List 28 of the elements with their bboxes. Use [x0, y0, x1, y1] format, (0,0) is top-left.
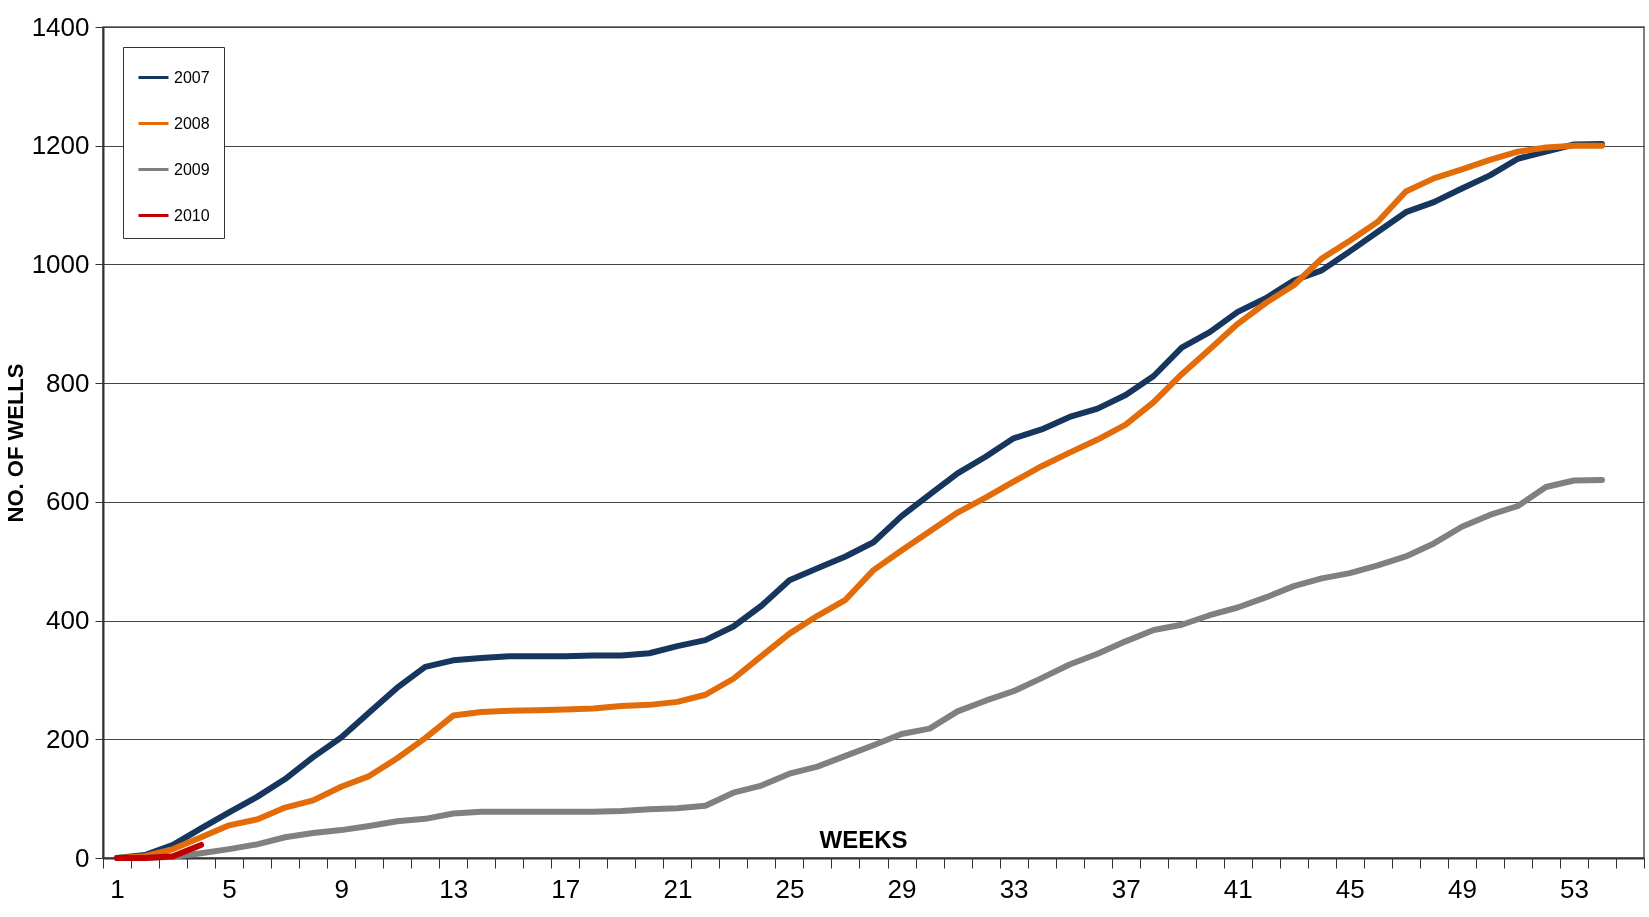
legend-label: 2007: [174, 68, 210, 86]
x-tick-label: 37: [1111, 873, 1141, 904]
legend-label: 2008: [174, 114, 210, 132]
legend-label: 2009: [174, 160, 210, 178]
x-tick-label: 9: [334, 873, 349, 904]
y-axis-title: NO. OF WELLS: [2, 363, 28, 523]
x-tick-label: 25: [775, 873, 805, 904]
y-tick-label: 0: [75, 842, 90, 873]
y-tick-label: 600: [46, 486, 90, 517]
x-tick-label: 21: [663, 873, 693, 904]
y-tick-label: 1200: [31, 130, 90, 161]
y-tick-label: 400: [46, 605, 90, 636]
y-tick-label: 800: [46, 367, 90, 398]
x-tick-label: 17: [551, 873, 581, 904]
x-tick-label: 41: [1223, 873, 1253, 904]
x-tick-label: 13: [439, 873, 469, 904]
legend-label: 2010: [174, 206, 210, 224]
y-tick-label: 1400: [31, 11, 90, 42]
x-tick-label: 45: [1335, 873, 1365, 904]
x-tick-label: 33: [999, 873, 1029, 904]
x-tick-label: 1: [110, 873, 125, 904]
x-tick-label: 5: [222, 873, 237, 904]
x-tick-label: 53: [1559, 873, 1589, 904]
y-tick-label: 200: [46, 723, 90, 754]
x-axis-title: WEEKS: [819, 825, 908, 853]
y-tick-label: 1000: [31, 248, 90, 279]
x-tick-label: 49: [1447, 873, 1477, 904]
x-tick-label: 29: [887, 873, 917, 904]
